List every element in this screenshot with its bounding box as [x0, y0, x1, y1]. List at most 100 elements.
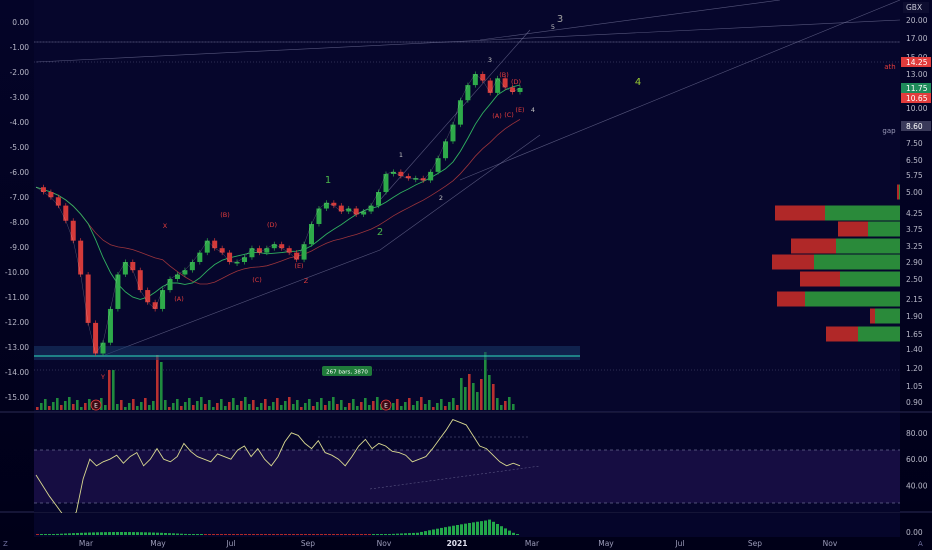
histogram-bar [252, 534, 255, 535]
histogram-bar [132, 532, 135, 535]
volume-bar [492, 384, 495, 410]
rsi-series [35, 419, 541, 524]
histogram-bar [484, 520, 487, 535]
histogram-bar [468, 522, 471, 535]
volume-bar [72, 404, 75, 410]
histogram-bar [376, 534, 379, 535]
volume-bar [132, 399, 135, 410]
volume-bar [504, 401, 507, 410]
volume-bar [184, 402, 187, 410]
volume-bar [420, 397, 423, 410]
volume-bar [48, 406, 51, 410]
timezone-icon[interactable]: Z [3, 540, 8, 548]
histogram-bar [196, 534, 199, 535]
histogram-bar [52, 534, 55, 535]
histogram-pane[interactable] [34, 513, 900, 537]
candle-body [167, 279, 173, 291]
candle-body [428, 171, 434, 181]
histogram-bar [72, 533, 75, 535]
volume-bar [460, 378, 463, 410]
wave-label: (C) [504, 111, 514, 119]
candle-body [368, 205, 374, 212]
histogram-bar [368, 534, 371, 535]
histogram-bar [308, 534, 311, 535]
histogram-bar [92, 532, 95, 535]
volume-bar [332, 397, 335, 410]
rsi-axis[interactable]: 80.00 60.00 40.00 0.00 [906, 429, 928, 537]
support-zone [34, 346, 580, 360]
histogram-bar [320, 534, 323, 535]
rsi-pane[interactable] [34, 413, 900, 524]
volume-bar [196, 401, 199, 410]
histogram-bar [64, 533, 67, 535]
volume-bar [360, 402, 363, 410]
histogram-bar [112, 532, 115, 535]
volume-bar [220, 399, 223, 410]
volume-bar [280, 405, 283, 410]
volume-bar [456, 405, 459, 410]
price-tick: 20.00 [906, 16, 928, 25]
histogram-bar [100, 532, 103, 535]
histogram-bar [140, 532, 143, 535]
percent-tick: -3.00 [10, 93, 30, 102]
candle-body [517, 88, 523, 92]
volume-bar [228, 402, 231, 410]
histogram-bar [452, 525, 455, 535]
trendline [104, 249, 381, 356]
volume-bar [496, 398, 499, 410]
histogram-bar [428, 530, 431, 535]
volume-bar [180, 406, 183, 410]
histogram-bar [108, 532, 111, 535]
volume-profile-up [814, 254, 900, 270]
histogram-bar [316, 534, 319, 535]
volume-bar [40, 403, 43, 410]
histogram-bar [184, 533, 187, 535]
volume-bar [372, 401, 375, 410]
time-tick: Mar [525, 539, 540, 548]
histogram-bar [396, 533, 399, 535]
volume-bar [312, 406, 315, 410]
histogram-bar [280, 534, 283, 535]
candle-body [480, 74, 486, 81]
time-axis[interactable]: Mar May Jul Sep Nov 2021 Mar May Jul Sep Nov [79, 539, 838, 548]
candle-body [160, 290, 166, 309]
histogram-bar [40, 534, 43, 535]
volume-bar [340, 400, 343, 410]
candle-body [331, 202, 337, 206]
volume-bar [444, 406, 447, 410]
histogram-bar [36, 534, 39, 535]
histogram-bar [420, 531, 423, 535]
histogram-bar [260, 534, 263, 535]
earnings-icon[interactable] [380, 399, 392, 411]
volume-bar [428, 400, 431, 410]
volume-bar [156, 355, 159, 410]
candle-body [510, 87, 516, 92]
volume-bar [256, 407, 259, 410]
earnings-icon[interactable] [90, 399, 102, 411]
volume-bar [116, 404, 119, 410]
price-axis[interactable]: 20.0017.0015.0014.2513.0011.7510.6510.00… [901, 16, 931, 407]
volume-bar [208, 400, 211, 410]
histogram-bar [476, 521, 479, 535]
volume-profile-down [775, 205, 825, 221]
candle-body [152, 302, 158, 309]
price-series [35, 71, 523, 356]
rsi-line [35, 419, 521, 524]
candle-body [346, 208, 352, 212]
volume-bar [320, 398, 323, 410]
histogram-bar [68, 533, 71, 535]
auto-scale-icon[interactable]: A [918, 540, 923, 548]
volume-bar [400, 406, 403, 410]
percent-axis[interactable]: 0.00 -1.00 -2.00 -3.00 -4.00 -5.00 -6.00 -7.00 -… [5, 18, 29, 402]
histogram-bar [148, 532, 151, 535]
price-tag [901, 121, 931, 131]
rsi-band [34, 450, 900, 503]
histogram-bar [124, 532, 127, 535]
histogram-bar [340, 534, 343, 535]
histogram-bar [300, 534, 303, 535]
trendline [35, 19, 901, 63]
histogram-bar [448, 526, 451, 535]
